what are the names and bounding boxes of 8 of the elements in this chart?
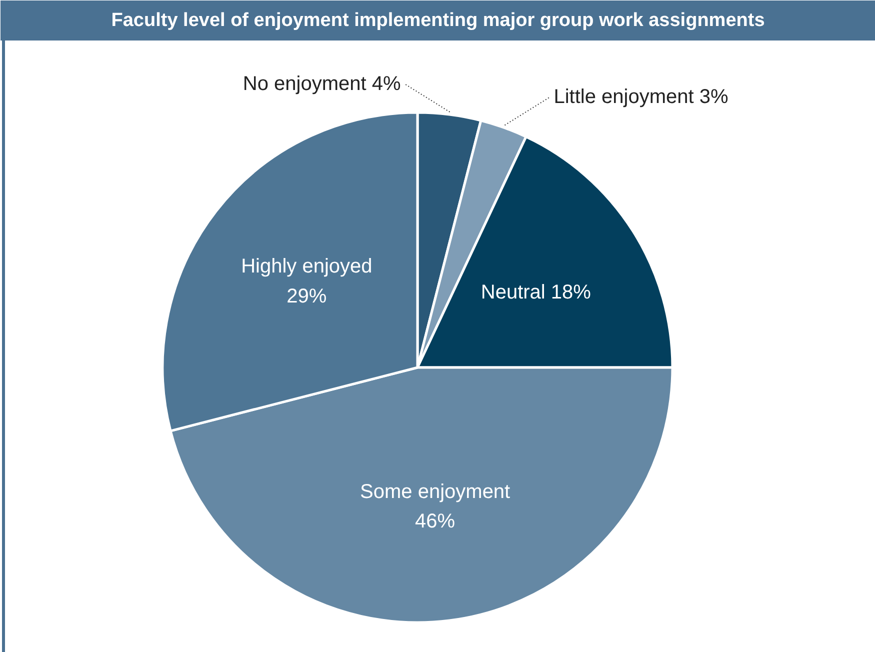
chart-title: Faculty level of enjoyment implementing major group work assignments xyxy=(111,10,765,31)
slice-label: No enjoyment 4% xyxy=(242,72,401,95)
data-label: 46% xyxy=(415,510,456,532)
slice-label: Little enjoyment 3% xyxy=(554,86,728,108)
slice-label: Some enjoyment xyxy=(360,480,511,503)
slice-label: Highly enjoyed xyxy=(241,256,372,278)
data-label: 29% xyxy=(286,285,327,308)
slice-label: Neutral 18% xyxy=(480,281,592,304)
